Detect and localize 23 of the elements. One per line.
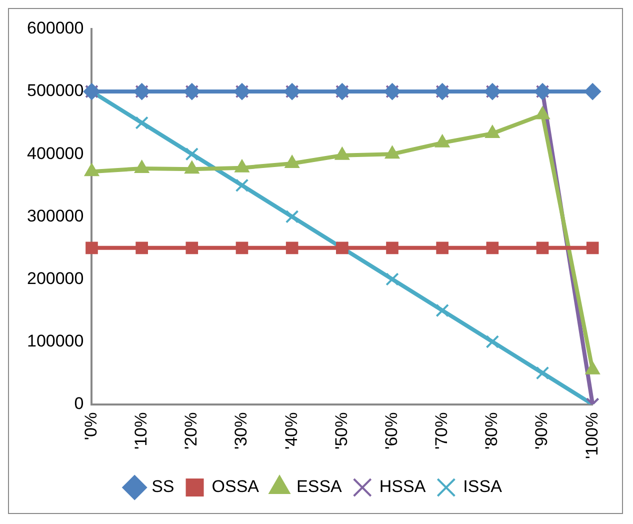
legend-label: HSSA (379, 477, 426, 496)
legend-label: ESSA (296, 477, 343, 496)
legend-label: ISSA (463, 477, 503, 496)
y-tick-label: 500000 (26, 81, 84, 100)
x-tick-label: '30% (232, 412, 251, 450)
x-tick-label: '90% (532, 412, 552, 450)
y-tick-label: 600000 (26, 18, 84, 38)
y-tick-label: 100000 (26, 331, 84, 350)
legend-label: OSSA (212, 477, 260, 496)
x-tick-label: '50% (332, 412, 351, 450)
x-tick-label: '70% (432, 412, 452, 450)
x-tick-label: '80% (482, 412, 502, 450)
y-tick-label: 300000 (26, 206, 84, 226)
y-tick-label: 0 (74, 394, 84, 413)
y-tick-label: 400000 (26, 144, 84, 163)
x-tick-label: '10% (132, 412, 150, 450)
x-tick-label: '20% (182, 412, 201, 450)
x-tick-label: '40% (282, 412, 301, 450)
x-tick-label: '60% (382, 412, 401, 450)
y-tick-label: 200000 (26, 268, 84, 288)
x-tick-label: '100% (582, 412, 602, 460)
x-tick-label: '0% (81, 412, 100, 440)
legend-label: SS (152, 477, 174, 496)
